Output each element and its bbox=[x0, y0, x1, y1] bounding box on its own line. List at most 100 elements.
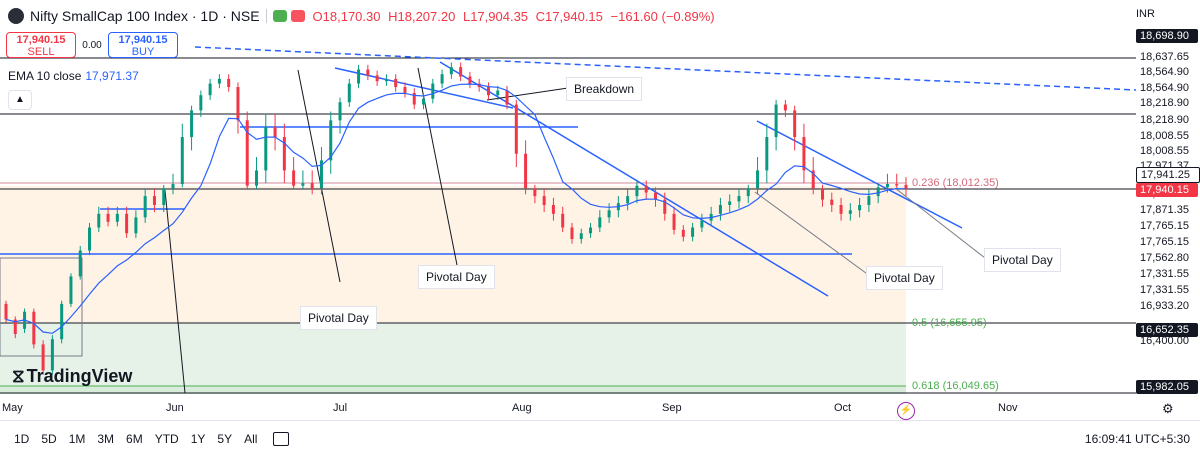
price-tick: 17,331.55 bbox=[1140, 268, 1189, 280]
candle-body bbox=[78, 250, 82, 277]
range-6m[interactable]: 6M bbox=[126, 432, 143, 446]
candle-body bbox=[366, 69, 370, 76]
time-tick-may: May bbox=[2, 402, 23, 414]
pointer-pivot1 bbox=[297, 69, 341, 283]
range-1y[interactable]: 1Y bbox=[190, 432, 206, 446]
buy-price: 17,940.15 bbox=[118, 34, 168, 46]
candle-body bbox=[644, 185, 648, 193]
ema-label: EMA 10 close bbox=[8, 69, 82, 83]
fib-zone-green bbox=[0, 323, 906, 393]
range-ytd[interactable]: YTD bbox=[154, 432, 179, 446]
range-1d[interactable]: 1D bbox=[14, 432, 30, 446]
price-tick: 17,765.15 bbox=[1140, 220, 1189, 232]
candle-body bbox=[839, 204, 843, 214]
candle-body bbox=[895, 184, 899, 186]
candle-body bbox=[4, 303, 8, 320]
bolt-icon[interactable]: ⚡ bbox=[897, 402, 915, 420]
candle-body bbox=[255, 170, 259, 186]
candle-body bbox=[653, 192, 657, 200]
candle-body bbox=[830, 199, 834, 205]
settings-gear-icon[interactable]: ⚙ bbox=[1162, 401, 1174, 416]
candle-body bbox=[542, 196, 546, 205]
open-value: O18,170.30 bbox=[312, 8, 381, 24]
annotation-breakdown[interactable]: Breakdown bbox=[566, 77, 643, 101]
price-tick: 17,331.55 bbox=[1140, 284, 1189, 296]
candle-body bbox=[171, 184, 175, 189]
trendline-breakdown[interactable] bbox=[334, 67, 514, 109]
candle-body bbox=[561, 213, 565, 228]
fib-0618-label: 0.618 (16,049.65) bbox=[912, 380, 999, 392]
candle-body bbox=[384, 78, 388, 82]
candle-body bbox=[338, 102, 342, 121]
candle-body bbox=[876, 187, 880, 197]
candle-body bbox=[524, 153, 528, 189]
time-tick-oct: Oct bbox=[834, 402, 852, 414]
bottom-toolbar: 1D 5D 1M 3M 6M YTD 1Y 5Y All bbox=[0, 420, 1200, 457]
range-5d[interactable]: 5D bbox=[41, 432, 57, 446]
candle-body bbox=[69, 276, 73, 304]
candle-body bbox=[60, 303, 64, 340]
range-3m[interactable]: 3M bbox=[97, 432, 115, 446]
trendline-main-down[interactable] bbox=[439, 61, 829, 297]
candle-body bbox=[783, 104, 787, 111]
tradingview-logo[interactable]: ⧖ TradingView bbox=[12, 366, 132, 387]
collapse-legend-button[interactable]: ▲ bbox=[8, 90, 32, 110]
ema-value: 17,971.37 bbox=[85, 69, 139, 83]
range-all[interactable]: All bbox=[244, 432, 258, 446]
candle-body bbox=[774, 104, 778, 138]
candle-body bbox=[858, 204, 862, 211]
annotation-pivot1[interactable]: Pivotal Day bbox=[300, 306, 377, 330]
price-tag-fib: 16,652.35 bbox=[1136, 323, 1198, 337]
candle-body bbox=[746, 188, 750, 197]
price-tag-ema: 17,941.25 bbox=[1136, 167, 1200, 183]
candle-body bbox=[904, 184, 908, 190]
candle-body bbox=[885, 184, 889, 188]
date-range-calendar-icon[interactable] bbox=[273, 432, 290, 446]
sell-button[interactable]: 17,940.15 SELL bbox=[6, 32, 76, 58]
annotation-pivot2[interactable]: Pivotal Day bbox=[418, 265, 495, 289]
data-status-icon[interactable] bbox=[290, 10, 305, 22]
candle-body bbox=[88, 227, 92, 251]
pointer-pivot3 bbox=[754, 191, 871, 277]
price-tick: 17,765.15 bbox=[1140, 236, 1189, 248]
range-1m[interactable]: 1M bbox=[68, 432, 86, 446]
buy-button[interactable]: 17,940.15 BUY bbox=[108, 32, 178, 58]
candle-body bbox=[570, 227, 574, 240]
symbol-title[interactable]: Nifty SmallCap 100 Index · 1D · NSE bbox=[30, 8, 260, 24]
range-box[interactable] bbox=[0, 257, 83, 357]
range-5y[interactable]: 5Y bbox=[217, 432, 233, 446]
candle-body bbox=[357, 69, 361, 84]
tv-mark-icon: ⧖ bbox=[12, 366, 25, 386]
annotation-pivot4[interactable]: Pivotal Day bbox=[984, 248, 1061, 272]
candle-body bbox=[820, 188, 824, 200]
candle-body bbox=[236, 87, 240, 121]
pointer-pivot4 bbox=[894, 187, 986, 259]
currency-label[interactable]: INR bbox=[1136, 8, 1155, 20]
candle-body bbox=[598, 217, 602, 228]
candle-body bbox=[635, 185, 639, 197]
candle-body bbox=[310, 183, 314, 189]
price-tick: 18,218.90 bbox=[1140, 97, 1189, 109]
trendline-dashed[interactable] bbox=[194, 46, 1137, 91]
ema-legend[interactable]: EMA 10 close 17,971.37 bbox=[8, 69, 139, 83]
fib-0236-label: 0.236 (18,012.35) bbox=[912, 177, 999, 189]
candle-body bbox=[486, 87, 490, 96]
clock-readout[interactable]: 16:09:41 UTC+5:30 bbox=[1084, 432, 1190, 446]
candle-body bbox=[227, 78, 231, 88]
annotation-pivot3[interactable]: Pivotal Day bbox=[866, 266, 943, 290]
buy-label: BUY bbox=[131, 46, 155, 58]
candle-body bbox=[143, 196, 147, 218]
time-tick-nov: Nov bbox=[998, 402, 1018, 414]
candle-body bbox=[867, 196, 871, 205]
trendline-sep-down[interactable] bbox=[756, 120, 963, 229]
candle-body bbox=[440, 74, 444, 84]
price-tag-last: 17,940.15 bbox=[1136, 183, 1198, 197]
candle-body bbox=[106, 213, 110, 222]
candle-body bbox=[115, 213, 119, 222]
time-tick-jul: Jul bbox=[333, 402, 348, 414]
market-status-icon[interactable] bbox=[272, 10, 287, 22]
price-tick: 17,871.35 bbox=[1140, 204, 1189, 216]
candle-body bbox=[347, 83, 351, 103]
candle-body bbox=[199, 95, 203, 111]
